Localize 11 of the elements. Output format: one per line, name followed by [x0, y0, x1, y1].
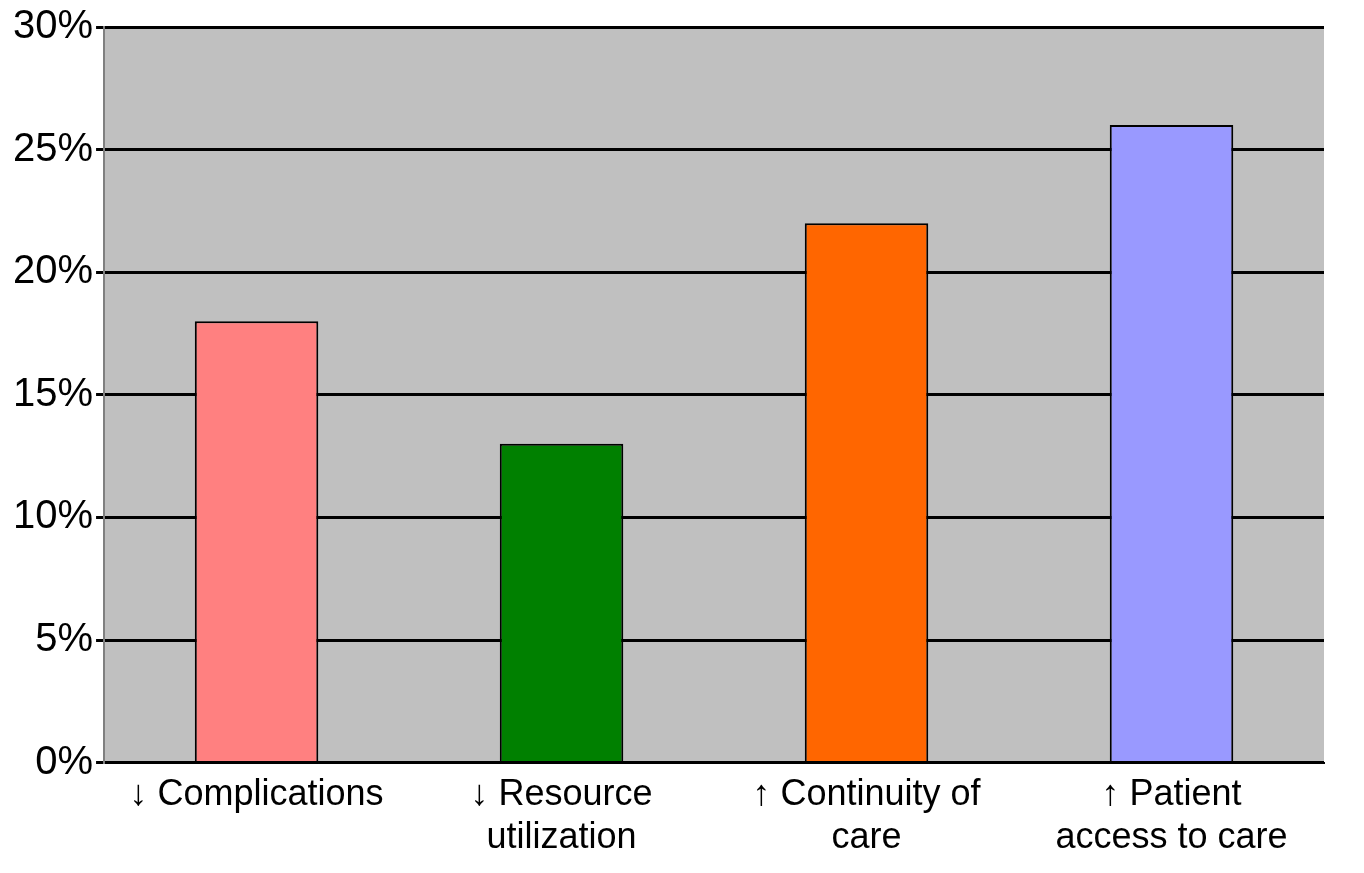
y-tick-label: 15% [13, 369, 94, 414]
y-tick-label: 10% [13, 492, 94, 537]
x-tick-label: ↑ Continuity of care [752, 772, 982, 857]
y-tick-label: 20% [13, 247, 94, 292]
x-tick-label: ↓ Complications [129, 772, 384, 814]
x-tick-label: ↑ Patient access to care [1055, 772, 1288, 857]
y-tick-label: 5% [35, 615, 94, 660]
x-tick-label: ↓ Resource utilization [470, 772, 653, 857]
y-tick-label: 0% [35, 737, 94, 782]
y-tick-label: 25% [13, 124, 94, 169]
y-tick-label: 30% [13, 2, 94, 47]
